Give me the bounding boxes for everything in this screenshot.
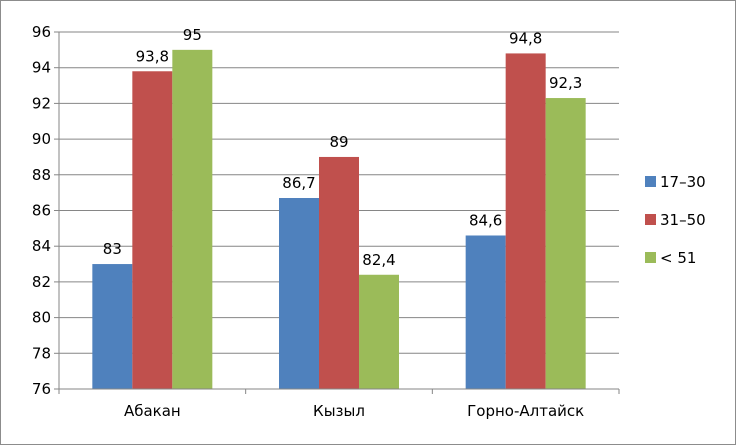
bar-2-2	[319, 156, 359, 389]
data-label: 92,3	[549, 74, 582, 92]
legend-label: 31–50	[660, 211, 706, 229]
axes: 76 78 80 82 84 86 88 90 92 94 96 Абакан Кызыл Горно-А…	[32, 23, 620, 420]
data-label: 83	[103, 240, 122, 258]
bar-3-3	[545, 98, 586, 390]
bar-3-2	[359, 274, 399, 389]
y-tick-label: 78	[32, 344, 51, 362]
legend: 17–30 31–50 < 51	[645, 173, 706, 267]
legend-label: 17–30	[660, 173, 706, 191]
data-label: 84,6	[469, 211, 502, 229]
data-label: 95	[183, 26, 202, 44]
data-label: 94,8	[509, 29, 542, 47]
bar-3-1	[172, 49, 213, 389]
y-tick-label: 94	[32, 59, 51, 77]
legend-swatch-3	[645, 252, 656, 263]
x-tick-label: Горно-Алтайск	[467, 402, 584, 420]
data-labels: 83 93,8 95 86,7 89 82,4 84,6 94,8 92,3	[103, 26, 583, 269]
legend-swatch-1	[645, 176, 656, 187]
y-tick-label: 96	[32, 23, 51, 41]
y-tick-label: 82	[32, 273, 51, 291]
bar-1-1	[92, 264, 133, 389]
x-tick-label: Кызыл	[313, 402, 365, 420]
y-tick-label: 86	[32, 202, 51, 220]
legend-swatch-2	[645, 214, 656, 225]
bar-2-3	[505, 53, 546, 390]
data-label: 89	[329, 133, 348, 151]
bar-2-1	[132, 71, 173, 390]
data-label: 93,8	[136, 47, 169, 65]
y-tick-label: 88	[32, 166, 51, 184]
bar-1-2	[279, 198, 319, 389]
data-label: 82,4	[362, 251, 395, 269]
data-label: 86,7	[282, 174, 315, 192]
y-tick-label: 76	[32, 380, 51, 398]
y-tick-label: 92	[32, 94, 51, 112]
bar-1-3	[465, 235, 506, 389]
x-tick-label: Абакан	[124, 402, 181, 420]
y-tick-label: 90	[32, 130, 51, 148]
y-tick-label: 84	[32, 237, 51, 255]
legend-label: < 51	[660, 249, 696, 267]
bars	[92, 49, 586, 390]
y-tick-label: 80	[32, 309, 51, 327]
